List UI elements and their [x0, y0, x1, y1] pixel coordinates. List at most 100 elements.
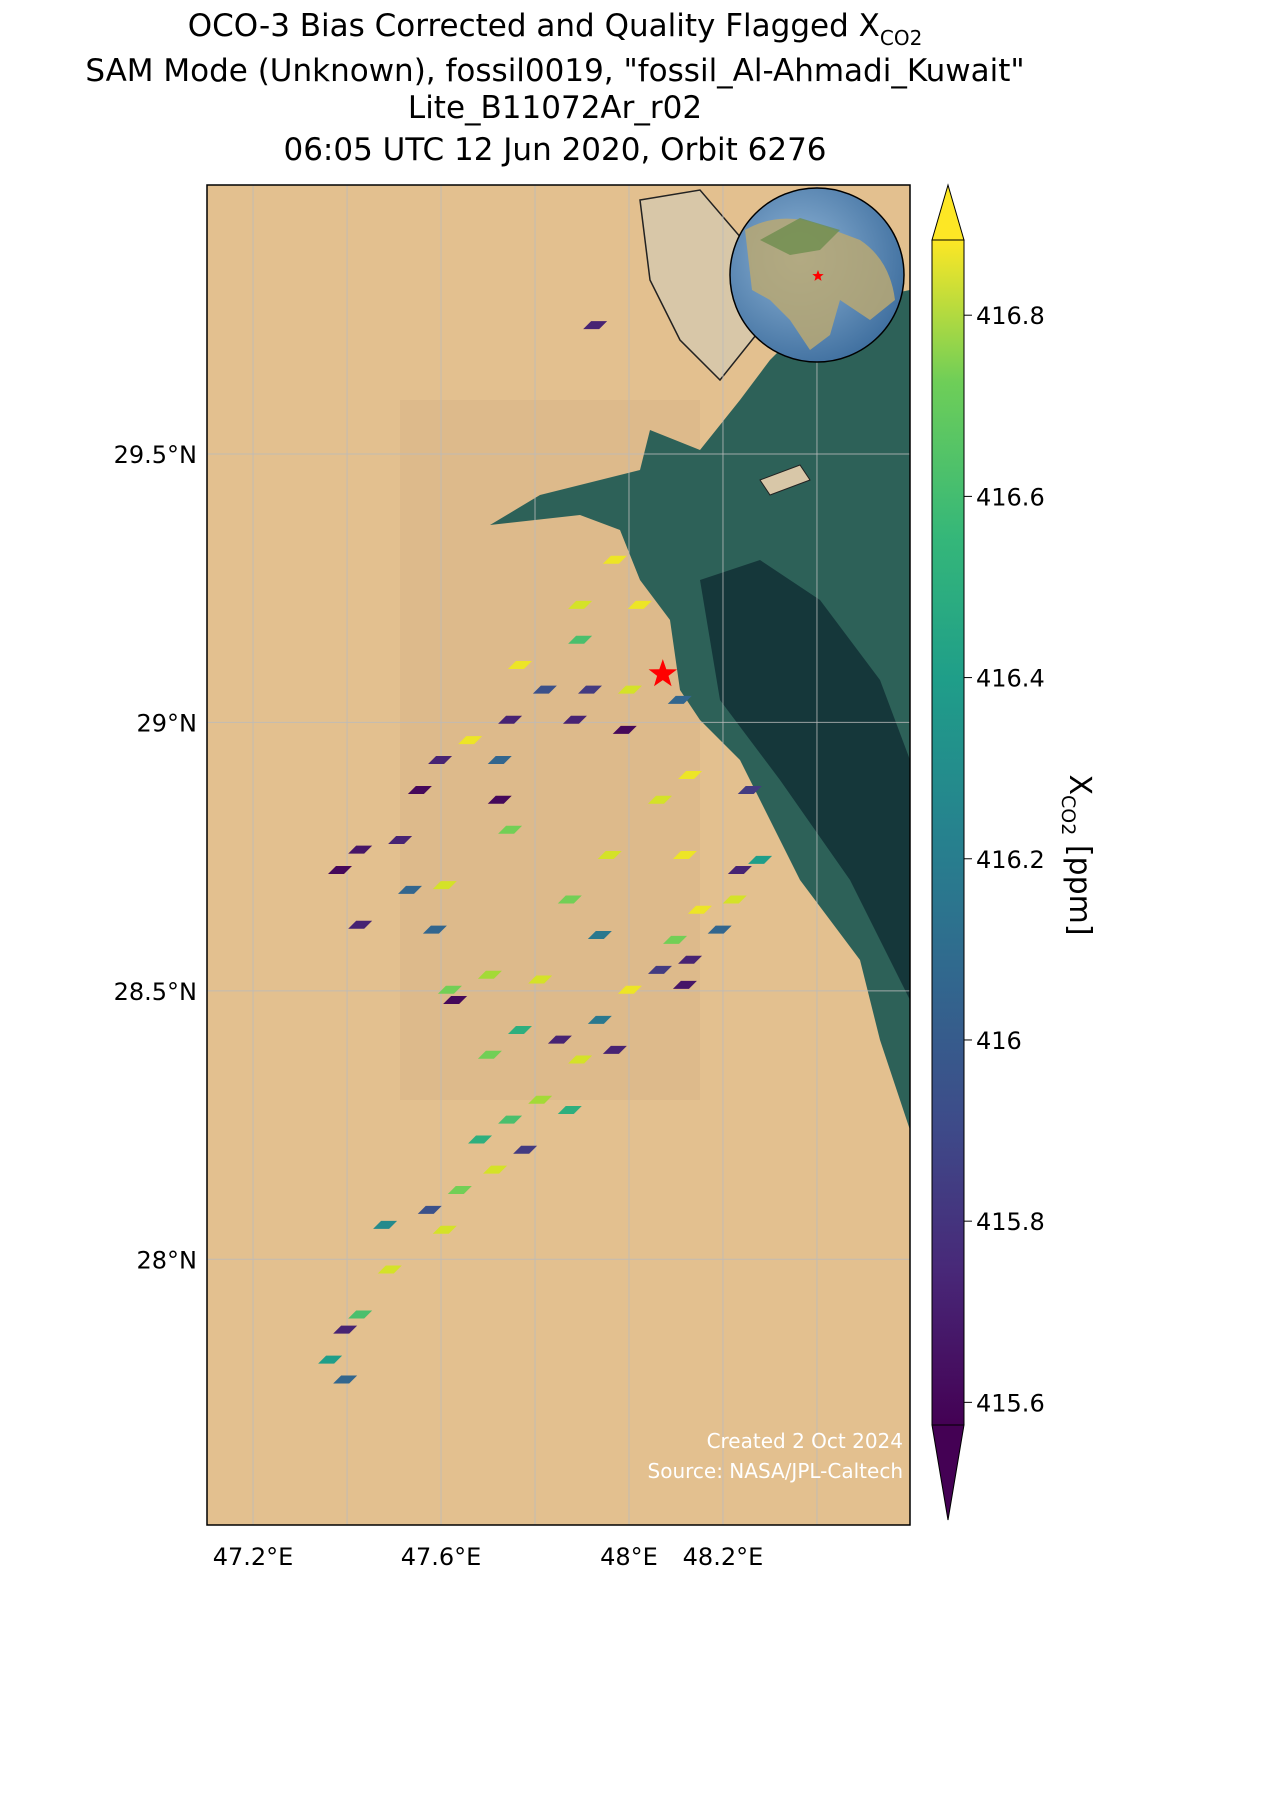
sounding — [468, 1135, 493, 1144]
sounding — [327, 866, 352, 875]
sounding — [477, 970, 502, 979]
colorbar-tick-label: 416 — [976, 1027, 1022, 1055]
colorbar-tick-label: 416.6 — [976, 483, 1045, 511]
soundings — [318, 321, 773, 1384]
y-tick-label: 28°N — [137, 1246, 198, 1274]
x-tick-label: 47.2°E — [213, 1543, 294, 1571]
sounding — [507, 660, 532, 669]
sounding — [528, 1095, 553, 1104]
credit: Created 2 Oct 2024 — [707, 1429, 903, 1453]
sounding — [617, 685, 642, 694]
sounding — [562, 715, 587, 724]
y-tick-label: 29°N — [137, 709, 198, 737]
sounding — [722, 895, 747, 904]
colorbar-extension — [931, 1424, 965, 1521]
sounding — [663, 935, 688, 944]
globe-site-marker — [812, 270, 824, 281]
sounding — [498, 825, 523, 834]
sounding — [678, 771, 703, 780]
colorbar-body — [932, 240, 964, 1425]
sounding — [388, 835, 413, 844]
grid — [207, 185, 910, 1525]
globe-land — [760, 218, 840, 255]
sounding — [557, 1106, 582, 1115]
sounding — [648, 965, 673, 974]
colorbar-label-main: X — [1062, 774, 1097, 795]
x-tick-label: 47.6°E — [401, 1543, 482, 1571]
sounding — [557, 895, 582, 904]
title-line: 06:05 UTC 12 Jun 2020, Orbit 6276 — [283, 132, 826, 168]
x-tick-label: 48°E — [600, 1543, 658, 1571]
sounding — [458, 736, 483, 745]
sounding — [687, 905, 712, 914]
sounding — [373, 1220, 398, 1229]
sounding — [477, 1050, 502, 1059]
sounding — [348, 920, 373, 929]
sounding — [568, 1055, 593, 1064]
sounding — [667, 695, 692, 704]
colorbar-tick-label: 416.4 — [976, 665, 1045, 693]
sounding — [532, 685, 557, 694]
sounding — [487, 795, 512, 804]
title-line: Lite_B11072Ar_r02 — [408, 90, 702, 126]
sounding — [498, 715, 523, 724]
sounding — [432, 1225, 457, 1234]
sounding — [648, 795, 673, 804]
sounding — [602, 555, 627, 564]
title-line: SAM Mode (Unknown), fossil0019, "fossil_… — [85, 53, 1024, 89]
sounding — [407, 786, 432, 795]
y-tick-label: 29.5°N — [114, 441, 197, 469]
sounding — [498, 1115, 523, 1124]
sounding — [432, 881, 457, 890]
colorbar-label-unit: [ppm] — [1062, 835, 1097, 935]
sounding — [617, 985, 642, 994]
sounding — [447, 1186, 472, 1194]
sounding — [737, 786, 762, 795]
colorbar-tick-label: 416.2 — [976, 846, 1045, 874]
sounding — [568, 600, 593, 609]
sounding — [417, 1205, 442, 1214]
sounding — [707, 925, 732, 934]
sounding — [602, 1045, 627, 1054]
colorbar-extension — [931, 183, 965, 241]
sounding — [672, 851, 697, 859]
sounding — [597, 851, 622, 859]
map-background — [207, 185, 910, 1525]
sounding — [583, 321, 608, 330]
sounding — [672, 980, 697, 989]
sounding — [443, 995, 468, 1004]
colorbar-tick-label: 416.8 — [976, 302, 1045, 330]
sounding — [748, 855, 773, 864]
sounding — [678, 955, 703, 964]
sounding — [612, 725, 637, 734]
sounding — [483, 1165, 508, 1174]
title-line: OCO-3 Bias Corrected and Quality Flagged… — [188, 8, 923, 50]
sounding — [437, 985, 462, 994]
colorbar-tick-label: 415.6 — [976, 1389, 1045, 1417]
site-marker — [648, 659, 678, 687]
sounding — [348, 1310, 373, 1319]
deep-sea — [700, 560, 910, 1000]
sounding — [727, 866, 752, 875]
sounding — [507, 1026, 532, 1035]
sounding — [487, 755, 512, 764]
x-tick-label: 48.2°E — [683, 1543, 764, 1571]
sounding — [333, 1325, 358, 1334]
globe-land — [745, 218, 895, 350]
colorbar-frame — [931, 239, 965, 1426]
map-frame — [206, 184, 911, 1526]
sounding — [568, 635, 593, 644]
colorbar-tick-label: 415.8 — [976, 1208, 1045, 1236]
sounding — [422, 925, 447, 934]
sounding — [333, 1375, 358, 1384]
sounding — [428, 755, 453, 764]
sounding — [587, 1015, 612, 1024]
sounding — [513, 1145, 538, 1154]
sounding — [547, 1035, 572, 1044]
sounding — [587, 930, 612, 939]
sounding — [348, 845, 373, 854]
sea — [490, 290, 910, 1130]
colorbar-label-sub: CO2 — [1057, 795, 1079, 835]
island — [759, 464, 811, 496]
title-text: OCO-3 Bias Corrected and Quality Flagged… — [188, 8, 880, 44]
